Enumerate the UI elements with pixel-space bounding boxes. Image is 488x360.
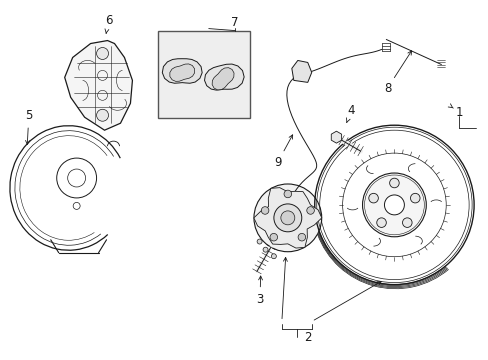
Polygon shape (169, 64, 194, 81)
Circle shape (284, 190, 291, 198)
Circle shape (253, 184, 321, 252)
Circle shape (409, 193, 419, 203)
Polygon shape (291, 60, 311, 82)
Circle shape (269, 233, 277, 241)
Text: 3: 3 (256, 293, 263, 306)
Circle shape (271, 254, 276, 259)
Circle shape (362, 173, 426, 237)
Circle shape (389, 178, 398, 188)
Circle shape (96, 109, 108, 121)
Circle shape (313, 124, 474, 285)
Circle shape (402, 218, 411, 228)
Circle shape (96, 48, 108, 59)
Polygon shape (64, 41, 132, 130)
Text: 2: 2 (304, 331, 311, 344)
Polygon shape (204, 64, 244, 90)
Circle shape (273, 204, 301, 232)
Circle shape (306, 207, 314, 214)
Text: 4: 4 (347, 104, 355, 117)
Circle shape (376, 218, 386, 228)
Polygon shape (162, 59, 202, 83)
Polygon shape (253, 188, 321, 248)
Bar (158, 31, 249, 118)
Text: 9: 9 (274, 156, 281, 168)
Text: 6: 6 (104, 14, 112, 27)
Text: 1: 1 (454, 106, 462, 119)
Polygon shape (330, 131, 341, 143)
Circle shape (280, 211, 294, 225)
Circle shape (298, 233, 305, 241)
Circle shape (368, 193, 378, 203)
Circle shape (384, 195, 404, 215)
Text: 8: 8 (383, 82, 390, 95)
Circle shape (257, 239, 262, 244)
Circle shape (261, 207, 268, 214)
Circle shape (263, 247, 267, 252)
Text: 5: 5 (25, 109, 33, 122)
Text: 7: 7 (231, 16, 238, 29)
Polygon shape (212, 68, 234, 90)
